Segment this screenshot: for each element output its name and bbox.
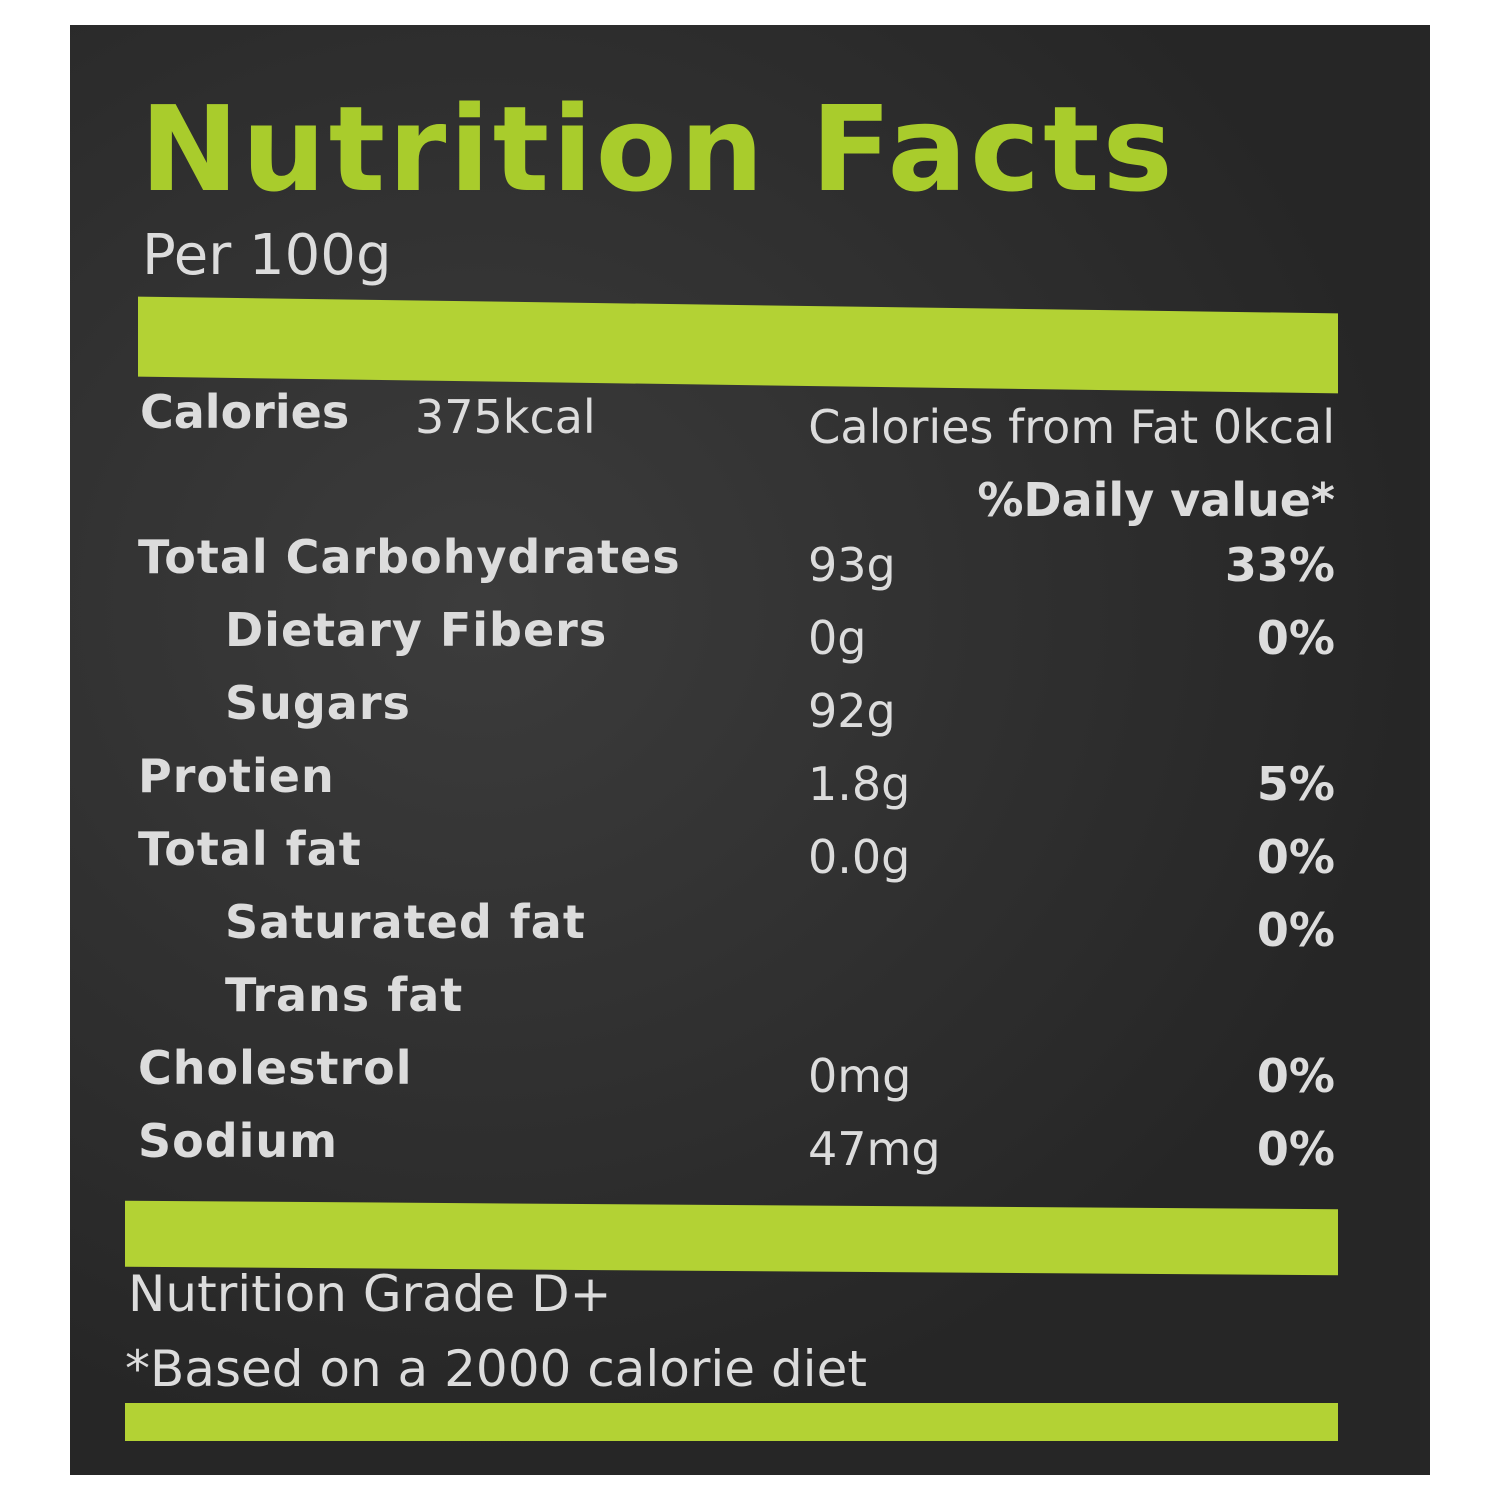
nutrient-name: Sodium (138, 1114, 339, 1168)
calories-value: 375kcal (415, 390, 596, 444)
nutrient-amount: 92g (808, 684, 896, 738)
daily-value: 5% (1256, 757, 1335, 811)
nutrient-name: Protien (138, 749, 335, 803)
daily-value-header: %Daily value* (977, 473, 1335, 527)
note: *Based on a 2000 calorie diet (125, 1340, 867, 1398)
nutrient-amount: 0mg (808, 1049, 912, 1103)
nutrient-name: Dietary Fibers (225, 603, 608, 657)
daily-value: 33% (1224, 538, 1335, 592)
daily-value: 0% (1256, 903, 1335, 957)
green-bar (138, 296, 1338, 394)
nutrient-name: Saturated fat (225, 895, 586, 949)
nutrient-amount: 0g (808, 611, 867, 665)
daily-value: 0% (1256, 830, 1335, 884)
nutrient-name: Sugars (225, 676, 411, 730)
title: Nutrition Facts (140, 80, 1176, 218)
green-bar (125, 1403, 1338, 1441)
calories-from-fat: Calories from Fat 0kcal (808, 400, 1335, 454)
nutrient-name: Cholestrol (138, 1041, 413, 1095)
nutrient-amount: 0.0g (808, 830, 911, 884)
nutrient-amount: 1.8g (808, 757, 911, 811)
nutrient-name: Trans fat (225, 968, 464, 1022)
calories-label: Calories (140, 385, 350, 439)
nutrient-name: Total fat (138, 822, 362, 876)
nutrient-amount: 47mg (808, 1122, 941, 1176)
serving: Per 100g (142, 223, 392, 288)
daily-value: 0% (1256, 1122, 1335, 1176)
daily-value: 0% (1256, 611, 1335, 665)
nutrient-amount: 93g (808, 538, 896, 592)
daily-value: 0% (1256, 1049, 1335, 1103)
label-panel: Nutrition Facts Per 100g Calories 375kca… (70, 25, 1430, 1475)
grade: Nutrition Grade D+ (128, 1265, 612, 1323)
nutrient-name: Total Carbohydrates (138, 530, 681, 584)
